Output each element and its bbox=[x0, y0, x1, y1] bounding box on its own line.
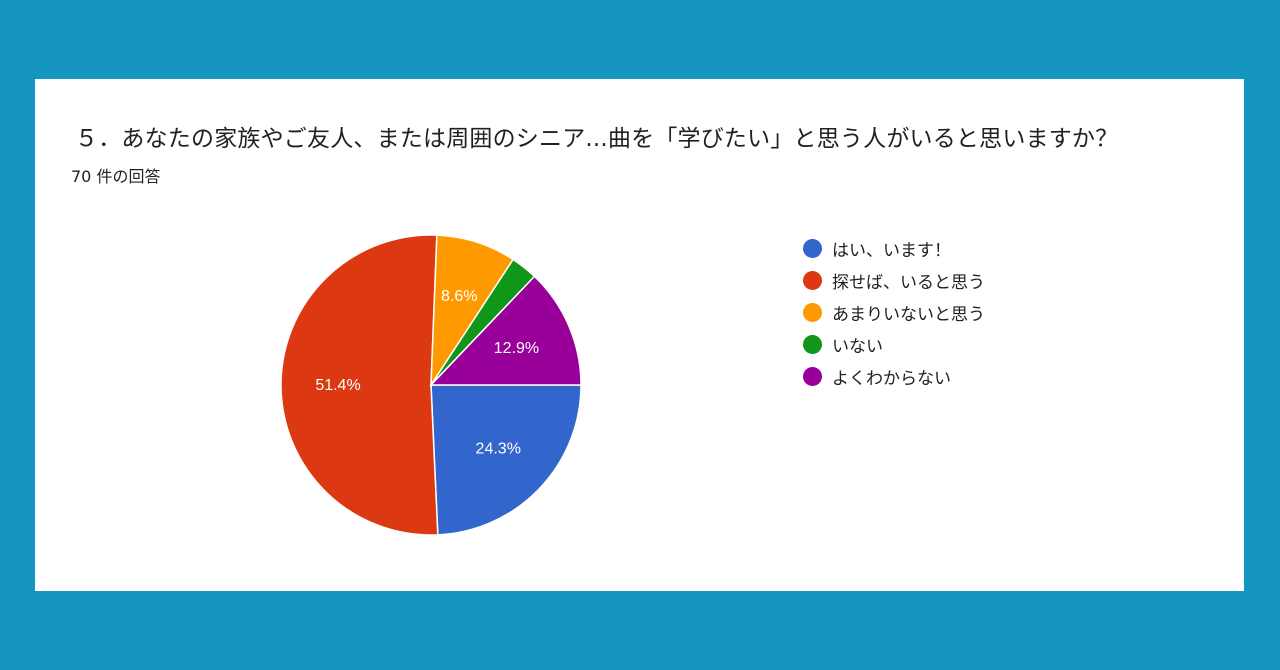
response-summary-card: ５．あなたの家族やご友人、または周囲のシニア...曲を「学びたい」と思う人がいる… bbox=[35, 79, 1244, 591]
legend-label: よくわからない bbox=[832, 368, 951, 389]
legend-label: はい、います！ bbox=[832, 240, 951, 261]
legend-swatch bbox=[803, 270, 822, 290]
pie-chart: 24.3% 51.4% 8.6% 12.9% bbox=[280, 234, 582, 536]
pie-label-4: 12.9% bbox=[494, 340, 539, 357]
legend-label: あまりいないと思う bbox=[832, 304, 985, 325]
legend-swatch bbox=[803, 238, 822, 258]
response-count: 70 件の回答 bbox=[71, 167, 161, 186]
legend-item-4[interactable]: よくわからない bbox=[803, 360, 985, 392]
pie-slice-1[interactable] bbox=[280, 234, 439, 536]
legend-label: 探せば、いると思う bbox=[832, 272, 985, 293]
legend-item-3[interactable]: いない bbox=[803, 328, 985, 360]
legend-swatch bbox=[803, 366, 822, 386]
pie-label-1: 51.4% bbox=[315, 377, 360, 394]
chart-legend: はい、います！ 探せば、いると思う あまりいないと思う いないよくわからない bbox=[803, 232, 985, 392]
legend-item-1[interactable]: 探せば、いると思う bbox=[803, 264, 985, 296]
legend-label: いない bbox=[832, 336, 883, 357]
pie-label-2: 8.6% bbox=[441, 288, 477, 305]
pie-label-0: 24.3% bbox=[476, 441, 521, 458]
pie-slice-4[interactable] bbox=[429, 275, 582, 386]
legend-swatch bbox=[803, 334, 822, 354]
legend-item-0[interactable]: はい、います！ bbox=[803, 232, 985, 264]
question-title: ５．あなたの家族やご友人、または周囲のシニア...曲を「学びたい」と思う人がいる… bbox=[75, 126, 1119, 152]
pie-slice-0[interactable] bbox=[430, 384, 582, 536]
legend-item-2[interactable]: あまりいないと思う bbox=[803, 296, 985, 328]
legend-swatch bbox=[803, 302, 822, 322]
